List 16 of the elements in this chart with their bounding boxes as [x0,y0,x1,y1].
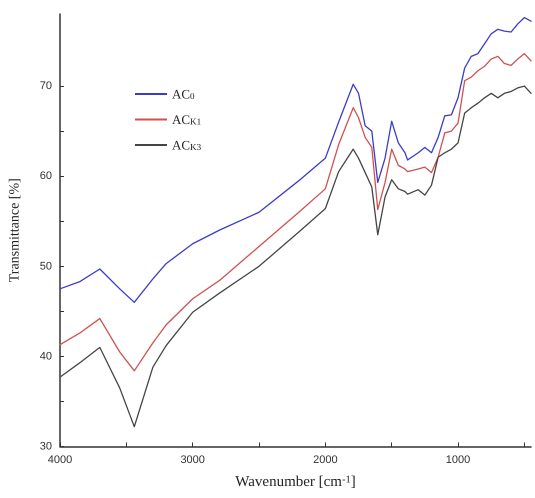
line-series [59,52,532,372]
y-tick-label: 60 [40,170,52,182]
legend-label: AC0 [172,86,196,102]
line-series [59,16,532,303]
x-tick-label: 1000 [446,454,470,466]
x-tick-label: 4000 [48,454,72,466]
legend-label: ACK1 [172,112,202,127]
y-tick-label: 70 [40,80,52,92]
y-tick-label: 40 [40,350,52,362]
legend-label: ACK3 [172,138,202,152]
x-tick-label: 2000 [313,454,338,466]
x-tick-label: 3000 [180,454,205,466]
y-tick-label: 30 [40,440,52,452]
line-series [59,85,532,428]
y-axis-title: Transmittance [%] [8,178,22,282]
y-tick-label: 50 [40,260,52,272]
